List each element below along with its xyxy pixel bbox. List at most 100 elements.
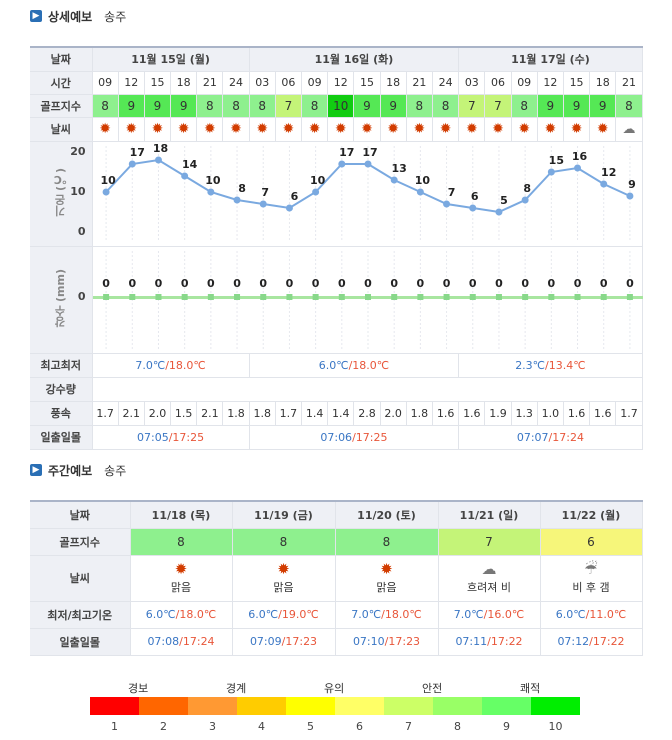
wind-cell: 1.3	[511, 401, 538, 426]
weekly-golf-cell: 6	[540, 528, 643, 556]
rain-data-label: 0	[442, 277, 450, 290]
wind-cell: 1.8	[406, 401, 433, 426]
axis-title: 강수 (mm)	[53, 268, 67, 328]
sunrise-time: 07:06	[320, 430, 353, 444]
sun-icon: ✹	[465, 121, 478, 137]
sunrise-sunset-cell: 07:06/17:25	[249, 425, 460, 450]
max-temp: /	[165, 358, 169, 372]
weekly-sun-cell: 07:12/17:22	[540, 628, 643, 656]
max-temp: 19.0℃	[281, 608, 319, 621]
weekly-sun-cell: 07:08/17:24	[130, 628, 233, 656]
time-cell: 03	[458, 71, 486, 95]
scale-color-cell	[188, 697, 237, 715]
temperature-point	[337, 160, 345, 167]
rain-data-label: 0	[468, 277, 476, 290]
axis-title: 기온 (℃)	[53, 167, 67, 217]
temperature-data-label: 17	[339, 146, 354, 159]
sunset-time: 17:23	[388, 635, 421, 648]
scale-color-cell	[286, 697, 335, 715]
golf-index-cell: 8	[511, 94, 538, 118]
max-temp: /	[348, 358, 353, 372]
row-label: 일출일몰	[30, 425, 93, 450]
golf-index-cell: 8	[301, 94, 329, 118]
wind-cell: 1.8	[249, 401, 276, 426]
weekly-weather-cell: ✹ 맑음	[232, 555, 336, 602]
slash: /	[384, 635, 389, 648]
weather-cell: ✹	[589, 117, 617, 142]
temperature-data-label: 8	[238, 182, 246, 195]
max-temp: 18.0℃	[179, 608, 217, 621]
sun-icon: ✹	[203, 121, 216, 137]
sunrise-time: 07:10	[352, 635, 385, 648]
temperature-data-label: 6	[470, 190, 478, 203]
chart-svg: 0 0 0 0 0 0 0 0 0 0 0 0 0 0 0 0 0 0 0 0 0	[92, 250, 643, 349]
weekly-golf-cell: 8	[232, 528, 336, 556]
scale-color-cell	[139, 697, 188, 715]
minmax-cell: 6.0℃/18.0℃	[249, 353, 460, 378]
wind-cell: 1.8	[222, 401, 250, 426]
minmax-row: 최고최저 7.0℃/18.0℃ 6.0℃/18.0℃ 2.3℃/13.4℃	[30, 353, 643, 378]
rain-data-label: 0	[626, 277, 634, 290]
temperature-chart-row: 기온 (℃) 0 10 20 10 17 18 14 10 8 7 6 10 17 17 13 10 7 6 5 8 15…	[30, 141, 643, 247]
sun-icon: ✹	[492, 121, 504, 137]
weekly-golf-row: 골프지수 8 8 8 7 6	[30, 528, 643, 556]
min-temp: 6.0℃	[248, 608, 279, 621]
time-cell: 18	[589, 71, 617, 95]
detail-section-header: ▶ 상세예보 송주	[30, 6, 126, 26]
scale-label: 유의	[324, 682, 345, 695]
sun-icon: ✹	[544, 121, 557, 137]
weekly-day-header: 11/18 (목)	[130, 501, 233, 529]
scale-label: 경보	[128, 682, 149, 695]
rain-cloud-icon: ☔	[584, 560, 598, 578]
max-temp: 16.0℃	[487, 608, 525, 621]
time-cell: 12	[327, 71, 355, 95]
sunrise-time: 07:07	[516, 430, 549, 444]
temperature-point	[364, 160, 371, 167]
weather-cell: ✹	[301, 117, 329, 142]
slash: /	[483, 608, 488, 621]
chart-axis-label: 강수 (mm) 0	[30, 246, 93, 354]
temperature-point	[547, 168, 555, 175]
temperature-point	[390, 176, 398, 183]
rain-data-label: 0	[180, 277, 188, 290]
sun-icon: ✹	[125, 121, 138, 137]
scale-color-cell	[384, 697, 433, 715]
chart-axis-label: 기온 (℃) 0 10 20	[30, 141, 93, 247]
golf-index-cell: 9	[563, 94, 591, 118]
sun-icon: ✹	[380, 560, 393, 578]
row-label: 날씨	[30, 555, 131, 602]
max-temp: 18.0℃	[168, 358, 206, 372]
time-cell: 09	[92, 71, 119, 95]
max-temp: 18.0℃	[352, 358, 390, 372]
scale-number: 7	[405, 720, 412, 733]
golf-index-cell: 9	[144, 94, 172, 118]
row-label: 일출일몰	[30, 628, 131, 656]
row-label: 최저/최고기온	[30, 601, 131, 629]
time-cell: 18	[170, 71, 198, 95]
wind-cell: 2.0	[144, 401, 172, 426]
detail-forecast-table: 날짜 11월 15일 (월) 11월 16일 (화) 11월 17일 (수) 시간 09 1…	[30, 46, 643, 450]
temperature-chart-row-area: 10 17 18 14 10 8 7 6 10 17 17 13 10 7 6 5 8 15 16 12 9	[92, 141, 643, 247]
scale-color-cell	[531, 697, 580, 715]
rain-data-label: 0	[311, 277, 319, 290]
rain-data-label: 0	[337, 277, 345, 290]
rain-data-label: 0	[573, 277, 581, 290]
time-cell: 24	[432, 71, 460, 95]
rain-point	[285, 293, 292, 300]
detail-section-title: 상세예보	[48, 9, 93, 24]
temperature-data-label: 10	[205, 174, 221, 187]
weekly-weather-cell: ☁ 흐려져 비	[438, 555, 541, 602]
scale-color-cell	[433, 697, 482, 715]
sun-icon: ✹	[99, 121, 111, 137]
min-temp: 6.0℃	[145, 608, 176, 621]
minmax-cell: 2.3℃/13.4℃	[458, 353, 643, 378]
weather-cell: ☁	[615, 117, 643, 142]
weekly-temp-row: 최저/최고기온 6.0℃/18.0℃ 6.0℃/19.0℃ 7.0℃/18.0℃ 7.0…	[30, 601, 643, 629]
max-temp: 13.4℃	[548, 358, 586, 372]
weather-cell: ✹	[118, 117, 145, 142]
scale-label: 쾌적	[520, 682, 541, 695]
time-cell: 09	[511, 71, 538, 95]
sun-icon: ✹	[413, 121, 426, 137]
rain-data-label: 0	[599, 277, 607, 290]
weather-cell: ✹	[484, 117, 512, 142]
